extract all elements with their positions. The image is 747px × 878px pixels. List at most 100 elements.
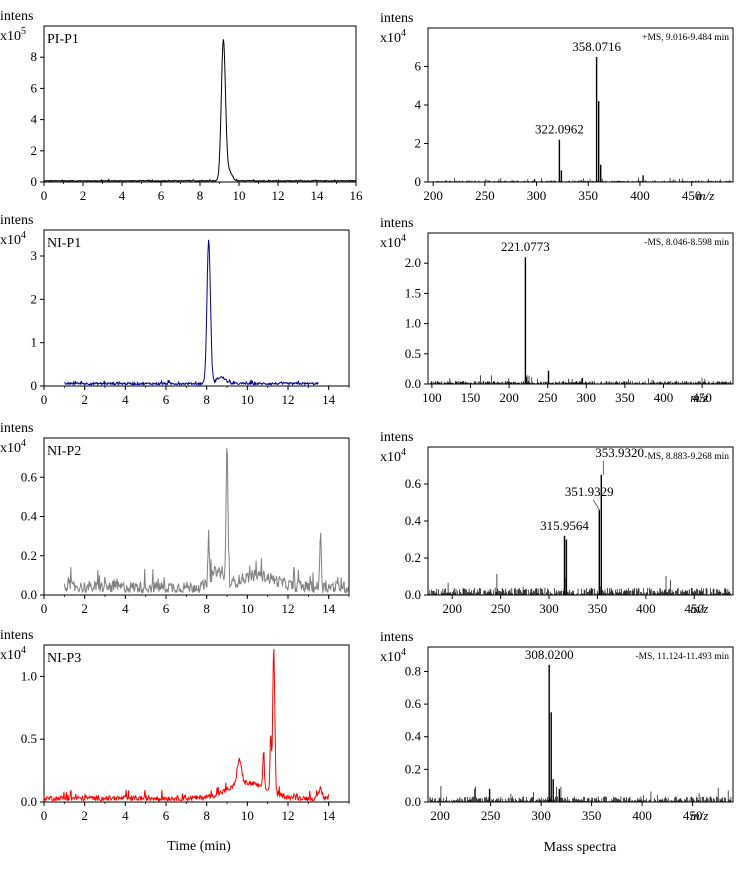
y-tick-label: 0 [415,174,422,189]
y-tick-label: 2 [31,143,38,158]
x-tick-label: 200 [499,390,519,405]
x-tick-label: 6 [163,601,170,616]
y-axis-exponent: x104 [0,230,26,248]
y-axis-exponent: x104 [380,233,406,251]
x-tick-label: 200 [430,808,450,823]
x-tick-label: 250 [475,188,495,203]
x-tick-label: 6 [163,392,170,407]
x-tick-label: 450 [682,188,702,203]
x-tick-label: 4 [122,601,129,616]
x-tick-label: 4 [122,392,129,407]
y-tick-label: 0.0 [405,376,421,391]
spectrum-info: +MS, 9.016-9.484 min [642,33,729,43]
y-tick-label: 0.4 [405,729,422,744]
x-tick-label: 2 [81,601,88,616]
x-tick-label: 350 [579,188,599,203]
x-tick-label: 0 [41,601,48,616]
x-tick-label: 12 [282,601,295,616]
x-tick-label: 250 [481,808,501,823]
y-axis-label: intens [0,628,33,643]
x-tick-label: 8 [203,601,210,616]
x-tick-label: 300 [527,188,547,203]
x-tick-label: 8 [197,188,204,203]
y-tick-label: 0.2 [405,761,421,776]
x-tick-label: 300 [531,808,551,823]
y-axis-exponent: x104 [380,28,406,46]
chromatogram-trace [44,39,357,183]
y-tick-label: 0.6 [405,476,422,491]
y-axis-label: intens [380,216,413,231]
panel-label: PI-P1 [47,32,79,47]
spectrum-info: -MS, 8.883-9.268 min [644,452,729,462]
x-tick-label: 0 [41,188,48,203]
panel-label: NI-P1 [47,236,81,251]
y-tick-label: 0.0 [21,587,37,602]
x-tick-label: 450 [692,390,712,405]
x-tick-label: 400 [632,808,652,823]
x-unit-label: m/z [696,188,714,203]
x-unit-label: m/z [690,808,708,823]
chromatogram-5: intens x104 0 2 4 6 8 10 12 14 0.0 0.2 0.4 0.6 NI-P2 [0,421,350,616]
y-tick-label: 8 [31,49,38,64]
y-tick-label: 2.0 [405,255,421,270]
x-tick-label: 400 [630,188,650,203]
y-tick-label: 2 [415,136,422,151]
x-tick-label: 350 [582,808,602,823]
x-tick-label: 12 [282,808,295,823]
x-tick-label: 2 [80,188,87,203]
chromatogram-trace [43,648,329,803]
x-tick-label: 12 [282,392,295,407]
plot-frame [427,646,734,803]
y-tick-label: 1.0 [21,668,37,683]
x-tick-label: 6 [163,808,170,823]
peak-label: 358.0716 [572,39,621,54]
x-tick-label: 150 [461,390,481,405]
y-tick-label: 3 [31,248,38,263]
y-axis-exponent: x104 [0,438,26,456]
plot-frame [43,229,350,387]
y-axis-label: intens [380,430,413,445]
x-tick-label: 14 [311,188,325,203]
panel-label: NI-P2 [47,444,81,459]
y-axis-exponent: x104 [0,645,26,663]
x-tick-label: 300 [539,601,559,616]
peak-label: 221.0773 [501,239,550,254]
y-tick-label: 4 [31,112,38,127]
peak-label: 353.9320 [595,445,644,460]
y-tick-label: 0 [31,378,38,393]
x-tick-label: 10 [241,808,254,823]
y-tick-label: 0.0 [21,794,37,809]
x-tick-label: 10 [241,601,254,616]
y-axis-label: intens [0,213,33,228]
y-tick-label: 0.6 [21,469,38,484]
y-tick-label: 0.4 [21,509,38,524]
chromatogram-trace [63,448,350,595]
x-tick-label: 300 [577,390,597,405]
x-tick-label: 8 [203,808,210,823]
plot-frame [427,232,734,385]
x-tick-label: 14 [322,808,336,823]
y-tick-label: 2 [31,291,38,306]
x-tick-label: 100 [422,390,442,405]
y-axis-label: intens [0,421,33,436]
y-tick-label: 6 [31,80,38,95]
x-tick-label: 12 [272,188,285,203]
peak-label: 322.0962 [535,122,584,137]
x-tick-label: 2 [81,808,88,823]
x-tick-label: 4 [119,188,126,203]
x-unit-label: m/z [690,601,708,616]
x-tick-label: 10 [233,188,246,203]
x-tick-label: 14 [322,392,336,407]
x-unit-label: m/z [690,390,708,405]
peak-callout-line [593,499,600,511]
y-axis-exponent: x105 [0,26,26,44]
x-tick-label: 0 [41,392,48,407]
x-tick-label: 10 [241,392,254,407]
x-tick-label: 250 [491,601,511,616]
y-axis-exponent: x104 [380,647,406,665]
y-tick-label: 0.6 [405,696,422,711]
y-tick-label: 4 [415,97,422,112]
